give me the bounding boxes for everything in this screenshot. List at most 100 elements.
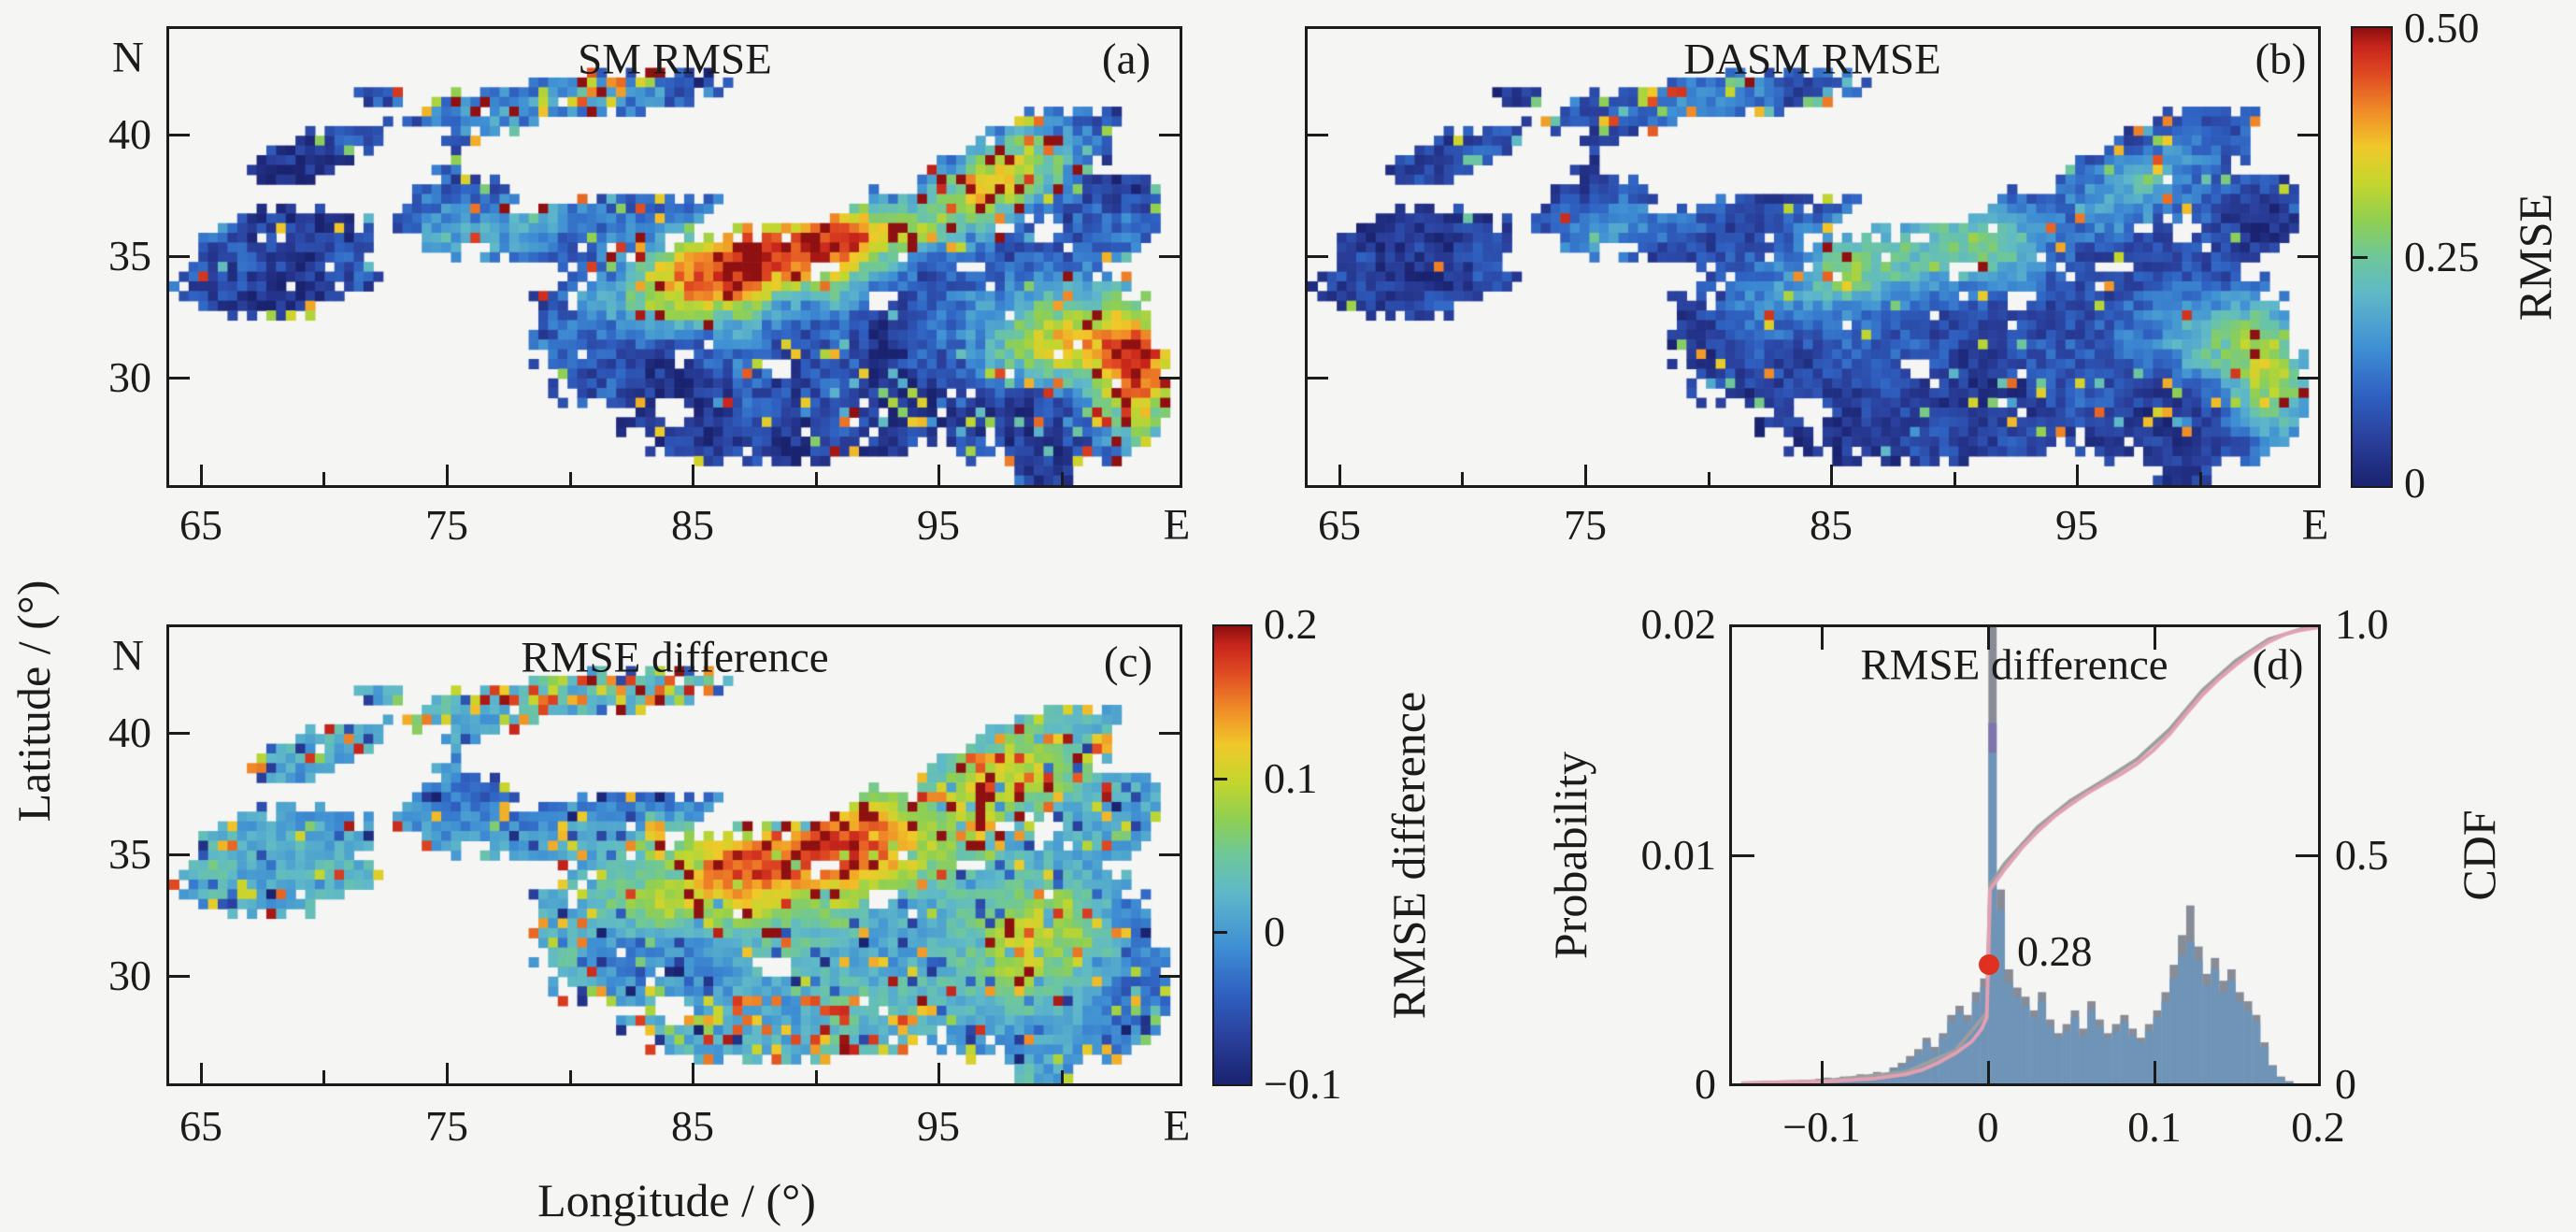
colorbar-diff-tick: −0.1 — [1264, 1060, 1342, 1108]
tick-mark — [2297, 376, 2318, 380]
tick-mark — [199, 1063, 203, 1083]
x-tick-label-a: 65 — [179, 501, 222, 549]
tick-mark — [1338, 465, 1341, 485]
tick-mark — [169, 974, 190, 978]
tick-mark — [937, 1063, 940, 1083]
tick-mark — [2296, 853, 2318, 857]
y-tick-label-c: 40 — [108, 709, 151, 756]
probability-tick: 0 — [1695, 1060, 1716, 1108]
panel-d-frame — [1729, 624, 2321, 1086]
tick-mark — [445, 1063, 449, 1083]
tick-mark — [568, 1070, 572, 1083]
colorbar-diff-label: RMSE difference — [1382, 691, 1435, 1020]
panel-c-letter: (c) — [1103, 637, 1153, 687]
longitude-axis-label: Longitude / (°) — [537, 1174, 816, 1226]
tick-mark — [322, 1070, 325, 1083]
tick-mark — [1707, 472, 1710, 485]
tick-mark — [2075, 465, 2079, 485]
colorbar-diff-gradient — [1214, 626, 1251, 1084]
panel-c-title: RMSE difference — [521, 633, 829, 682]
tick-mark — [1460, 472, 1464, 485]
tick-mark — [1583, 465, 1587, 485]
colorbar-diff-frame — [1212, 624, 1252, 1086]
colorbar-rmse-tick: 0.50 — [2404, 4, 2480, 51]
tick-mark — [1308, 254, 1328, 258]
panel-a-title: SM RMSE — [578, 35, 772, 84]
cdf-tick: 0.5 — [2335, 831, 2389, 879]
tick-mark — [169, 254, 190, 258]
y-tick-label-c: 35 — [108, 830, 151, 878]
histogram-canvas — [1732, 627, 2318, 1083]
diff-x-tick: −0.1 — [1782, 1103, 1861, 1151]
y-tick-label-c: 30 — [108, 952, 151, 999]
tick-mark — [1986, 1061, 1990, 1083]
panel-b-letter: (b) — [2254, 35, 2307, 84]
east-label-a: E — [1163, 500, 1191, 550]
x-tick-label-b: 65 — [1318, 501, 1361, 549]
map-canvas-dasm-rmse — [1308, 29, 2318, 485]
panel-c-frame — [166, 624, 1182, 1086]
x-tick-label-c: 75 — [425, 1102, 468, 1150]
cdf-tick: 1.0 — [2335, 600, 2389, 648]
x-tick-label-a: 85 — [671, 501, 714, 549]
latitude-axis-label: Latitude / (°) — [7, 580, 60, 823]
tick-mark — [169, 731, 190, 735]
tick-mark — [1308, 376, 1328, 380]
y-tick-label-a: 40 — [108, 110, 151, 158]
map-canvas-sm-rmse — [169, 29, 1180, 485]
x-tick-label-a: 75 — [425, 501, 468, 549]
panel-b-title: DASM RMSE — [1683, 35, 1941, 84]
tick-mark — [2353, 255, 2368, 259]
panel-a-letter: (a) — [1101, 35, 1152, 84]
colorbar-rmse-tick: 0 — [2404, 459, 2426, 507]
colorbar-rmse-label: RMSE — [2509, 193, 2561, 322]
tick-mark — [1986, 627, 1990, 650]
diff-x-tick: 0 — [1977, 1103, 1999, 1151]
tick-mark — [1159, 133, 1180, 136]
x-tick-label-b: 85 — [1810, 501, 1853, 549]
y-tick-label-a: 30 — [108, 353, 151, 401]
tick-mark — [1159, 974, 1180, 978]
tick-mark — [1820, 1061, 1824, 1083]
tick-mark — [445, 465, 449, 485]
peak-marker-dot — [1979, 954, 2000, 976]
tick-mark — [199, 465, 203, 485]
x-tick-label-c: 95 — [917, 1102, 960, 1150]
tick-mark — [2297, 133, 2318, 136]
tick-mark — [2297, 254, 2318, 258]
north-label-c: N — [112, 631, 144, 680]
peak-annotation: 0.28 — [2017, 927, 2093, 975]
probability-axis-label: Probability — [1544, 751, 1596, 960]
tick-mark — [1732, 853, 1754, 857]
cdf-tick: 0 — [2335, 1060, 2356, 1108]
north-label-a: N — [112, 33, 144, 82]
tick-mark — [1159, 731, 1180, 735]
colorbar-diff-tick: 0.1 — [1264, 754, 1318, 802]
colorbar-rmse-frame — [2351, 26, 2393, 488]
x-tick-label-a: 95 — [917, 501, 960, 549]
tick-mark — [568, 472, 572, 485]
panel-b-frame — [1305, 26, 2321, 488]
probability-tick: 0.01 — [1640, 831, 1717, 879]
tick-mark — [1214, 930, 1227, 934]
x-tick-label-c: 85 — [671, 1102, 714, 1150]
tick-mark — [1060, 472, 1064, 485]
tick-mark — [169, 133, 190, 136]
x-tick-label-b: 75 — [1564, 501, 1607, 549]
x-tick-label-b: 95 — [2055, 501, 2098, 549]
tick-mark — [691, 1063, 694, 1083]
east-label-c: E — [1163, 1101, 1191, 1151]
tick-mark — [1820, 627, 1824, 650]
panel-d-title: RMSE difference — [1860, 640, 2168, 690]
tick-mark — [1159, 376, 1180, 380]
cdf-axis-label: CDF — [2453, 809, 2505, 901]
tick-mark — [1159, 852, 1180, 856]
tick-mark — [1060, 1070, 1064, 1083]
tick-mark — [1308, 133, 1328, 136]
tick-mark — [2153, 627, 2156, 650]
tick-mark — [691, 465, 694, 485]
colorbar-rmse-tick: 0.25 — [2404, 233, 2480, 280]
tick-mark — [1829, 465, 1833, 485]
map-canvas-rmse-difference — [169, 627, 1180, 1083]
probability-tick: 0.02 — [1640, 600, 1717, 648]
